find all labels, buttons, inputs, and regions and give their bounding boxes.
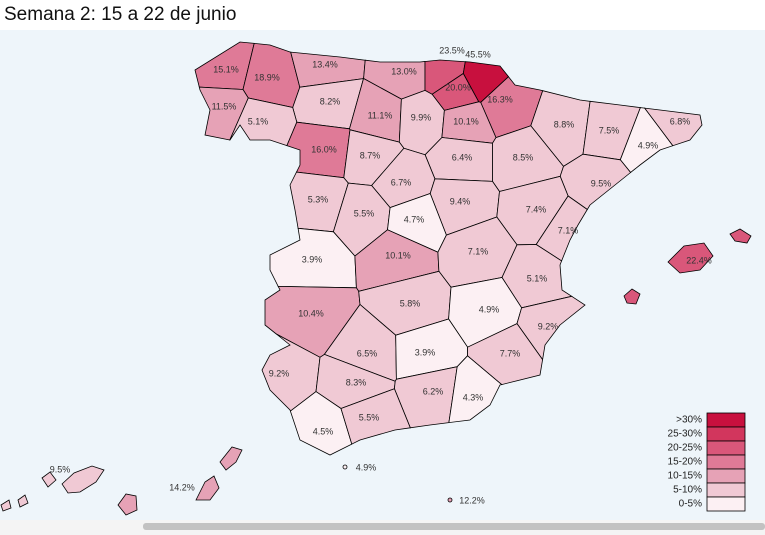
region-label: 8.7% [360,150,381,160]
region-label: 8.3% [346,377,367,387]
region-label: 5.3% [308,194,329,204]
region-label: 12.2% [459,495,485,505]
island [729,228,752,244]
region-label: 7.7% [500,348,521,358]
region-label: 8.8% [554,119,575,129]
legend-label: 15-20% [668,457,703,468]
region-label: 13.0% [391,66,417,76]
province [198,86,249,141]
region-label: 14.2% [169,482,195,492]
region-label: 7.5% [599,125,620,135]
regions [0,41,752,516]
legend-label: 5-10% [673,485,702,496]
region-label: 18.9% [254,72,280,82]
region-label: 5.5% [359,412,380,422]
legend-swatch [706,426,746,442]
island [195,475,220,501]
region-label: 6.7% [391,177,412,187]
region-label: 9.5% [50,464,71,474]
region-label: 10.1% [385,250,411,260]
region-label: 10.4% [298,308,324,318]
scrollbar-thumb[interactable] [143,523,765,530]
region-label: 11.1% [368,110,393,120]
city-dot [342,464,348,470]
legend-swatch [706,482,746,498]
region-label: 6.8% [670,116,691,126]
region-label: 6.2% [423,386,444,396]
region-label: 13.4% [312,59,338,69]
province [229,97,298,147]
island [0,499,12,512]
legend-swatch [706,496,746,512]
island [17,494,29,508]
region-label: 5.5% [354,208,375,218]
map-title: Semana 2: 15 a 22 de junio [4,4,236,25]
legend: >30% 25-30% 20-25% 15-20% 10-15% 5-10% 0-5% [668,412,746,512]
region-label: 9.2% [538,321,559,331]
province [516,295,586,361]
labels: 15.1% 18.9% 13.4% 13.0% 23.5% 45.5% 20.0% 16.3%… [50,45,712,505]
region-label: 4.7% [404,214,425,224]
region-label: 16.0% [311,144,337,154]
legend-swatch [706,468,746,484]
region-label: 6.4% [452,152,473,162]
legend-label: 25-30% [668,429,703,440]
region-label: 15.1% [213,64,239,74]
legend-swatch [706,412,746,428]
legend-label: 0-5% [679,499,702,510]
region-label: 5.1% [248,116,269,126]
island [41,471,57,488]
city-dot [447,497,453,503]
island [623,288,641,305]
region-label: 4.9% [479,304,500,314]
region-label: 4.5% [313,426,334,436]
province [393,366,458,429]
region-label: 8.2% [320,96,341,106]
region-label: 4.9% [356,462,377,472]
region-label: 7.1% [468,246,489,256]
legend-label: 10-15% [668,471,703,482]
region-label: 16.3% [487,94,513,104]
region-label: 20.0% [445,82,471,92]
region-label: 9.5% [591,178,612,188]
region-label: 6.5% [357,348,378,358]
legend-label: 20-25% [668,443,703,454]
region-label: 23.5% [439,45,465,55]
region-label: 8.5% [513,152,534,162]
region-label: 5.8% [400,298,421,308]
legend-swatch [706,440,746,456]
legend-swatch [706,454,746,470]
region-label: 4.3% [463,392,484,402]
legend-label: >30% [676,415,702,426]
island [219,446,243,471]
region-label: 4.9% [638,140,659,150]
region-label: 9.9% [411,112,432,122]
region-label: 45.5% [465,49,491,59]
region-label: 9.4% [450,196,471,206]
region-label: 7.4% [526,204,547,214]
island [667,242,714,274]
province [448,355,503,424]
region-label: 7.1% [558,225,579,235]
region-label: 3.9% [415,347,436,357]
region-label: 10.1% [453,116,479,126]
region-label: 3.9% [302,254,323,264]
region-label: 5.1% [527,273,548,283]
region-label: 9.2% [269,368,290,378]
province [340,388,411,445]
island [117,493,138,516]
island [61,465,105,494]
region-label: 11.5% [212,101,237,111]
region-label: 22.4% [686,255,712,265]
